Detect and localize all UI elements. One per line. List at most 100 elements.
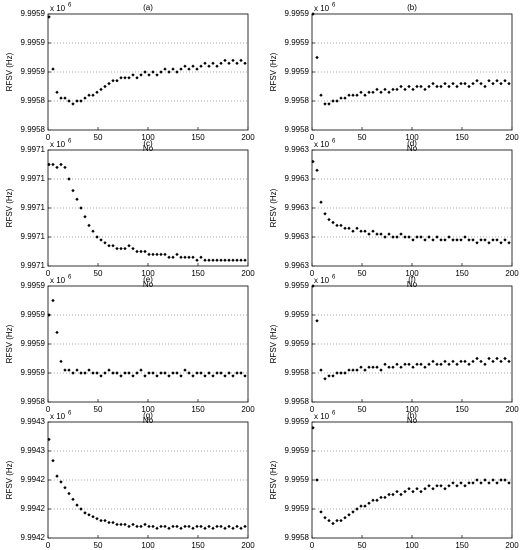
- y-tick-label: 9.9958: [21, 397, 46, 406]
- data-point: [379, 495, 383, 500]
- x-tick-label: 150: [455, 269, 469, 278]
- data-point: [439, 362, 443, 366]
- data-point: [343, 516, 347, 520]
- data-point: [467, 481, 471, 485]
- multiplier-exponent: 6: [332, 275, 336, 281]
- data-point: [439, 238, 443, 242]
- data-point: [431, 359, 435, 364]
- data-point: [467, 362, 471, 366]
- data-point: [159, 70, 163, 74]
- data-point: [195, 67, 199, 71]
- y-tick-label: 9.9959: [285, 446, 310, 455]
- data-point: [123, 246, 127, 251]
- data-point: [163, 524, 167, 529]
- data-point: [75, 99, 79, 103]
- data-point: [367, 90, 371, 94]
- multiplier-exponent: 6: [332, 139, 336, 145]
- data-point: [187, 371, 191, 375]
- data-point: [387, 365, 391, 369]
- data-point: [51, 67, 55, 71]
- data-point: [155, 526, 159, 531]
- data-point: [479, 481, 483, 485]
- data-point: [139, 524, 143, 529]
- x-tick-label: 100: [141, 541, 155, 550]
- data-point: [355, 226, 359, 230]
- multiplier-exponent: 6: [332, 3, 336, 9]
- data-point: [319, 368, 323, 372]
- y-axis-label: RFSV (Hz): [5, 52, 14, 91]
- data-point: [63, 368, 67, 372]
- axes-box: [311, 421, 513, 539]
- subplot-title: (a): [143, 3, 153, 12]
- data-point: [179, 526, 183, 531]
- x-tick-label: 0: [310, 405, 315, 414]
- data-point: [71, 371, 75, 375]
- data-point: [175, 524, 179, 529]
- axes-box: [47, 13, 249, 131]
- data-point: [459, 359, 463, 364]
- data-point: [359, 229, 363, 233]
- data-point: [131, 374, 135, 378]
- data-point: [351, 510, 355, 514]
- data-point: [131, 73, 135, 77]
- data-point: [479, 359, 483, 364]
- y-tick-label: 9.9943: [21, 417, 46, 426]
- data-point: [199, 255, 203, 259]
- data-point: [423, 87, 427, 92]
- y-tick-label: 9.9959: [285, 504, 310, 513]
- data-point: [507, 481, 511, 485]
- data-point: [379, 368, 383, 372]
- data-point: [179, 374, 183, 378]
- data-point: [87, 368, 91, 372]
- multiplier-exponent: 6: [68, 411, 72, 417]
- subplot-title: (b): [407, 3, 417, 12]
- data-point: [371, 90, 375, 94]
- data-point: [203, 258, 207, 262]
- y-tick-label: 9.9959: [285, 9, 310, 18]
- data-point: [491, 238, 495, 242]
- x-axis-label: No: [143, 416, 154, 425]
- y-tick-label: 9.9959: [21, 310, 46, 319]
- data-point: [411, 87, 415, 92]
- data-point: [439, 84, 443, 89]
- data-point: [447, 84, 451, 89]
- data-point: [123, 522, 127, 527]
- data-point: [427, 84, 431, 89]
- x-tick-label: 200: [241, 133, 255, 142]
- multiplier-exponent: 6: [68, 3, 72, 9]
- multiplier-exponent: 6: [68, 139, 72, 145]
- data-point: [107, 520, 111, 525]
- x-tick-label: 150: [191, 541, 205, 550]
- data-point: [311, 159, 315, 164]
- data-point: [119, 374, 123, 378]
- data-point: [451, 359, 455, 364]
- y-tick-label: 9.9971: [21, 145, 46, 154]
- data-point: [227, 61, 231, 65]
- data-point: [495, 238, 499, 242]
- x-tick-label: 0: [310, 133, 315, 142]
- data-point: [455, 484, 459, 488]
- data-point: [427, 362, 431, 366]
- data-point: [403, 87, 407, 92]
- data-point: [463, 359, 467, 364]
- data-point: [167, 70, 171, 74]
- data-point: [71, 497, 75, 502]
- data-point: [391, 365, 395, 369]
- data-point: [167, 255, 171, 259]
- x-tick-label: 200: [505, 405, 519, 414]
- subplot: 9.9958 9.9958 9.9959 9.9959 9.9959 0 50 100 150 2…: [5, 3, 255, 154]
- data-point: [147, 252, 151, 257]
- data-point: [227, 258, 231, 262]
- data-point: [171, 524, 175, 529]
- data-point: [327, 518, 331, 523]
- y-axis-label: RFSV (Hz): [269, 324, 278, 363]
- x-axis-label: No: [407, 416, 418, 425]
- data-point: [103, 84, 107, 89]
- data-point: [335, 371, 339, 375]
- data-point: [487, 241, 491, 245]
- data-point: [223, 258, 227, 262]
- data-point: [451, 81, 455, 86]
- data-point: [499, 359, 503, 364]
- data-point: [419, 489, 423, 494]
- data-point: [219, 258, 223, 262]
